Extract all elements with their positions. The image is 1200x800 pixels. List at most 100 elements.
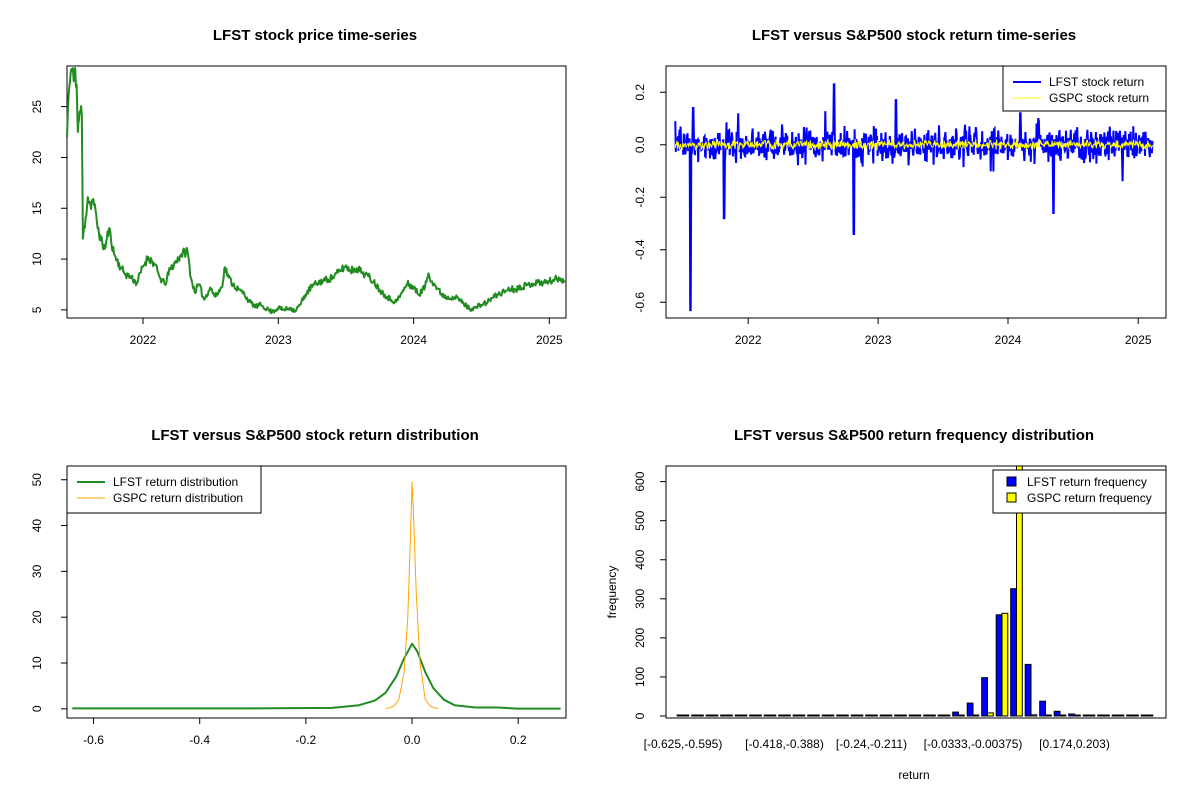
legend-label-gspc: GSPC return frequency — [1027, 491, 1152, 505]
gspc-bar — [1074, 714, 1081, 717]
gspc-bar — [726, 714, 733, 717]
gspc-bar — [972, 714, 980, 717]
y-tick-label: 15 — [30, 201, 44, 215]
lfst-bar — [836, 714, 844, 717]
gspc-bar — [813, 714, 820, 717]
lfst-bar — [1126, 714, 1133, 717]
gspc-bar — [740, 714, 748, 717]
plot-frame — [665, 465, 1167, 719]
gspc-bar — [798, 714, 806, 717]
legend-swatch-gspc — [1006, 492, 1017, 503]
gspc-bar — [1001, 612, 1009, 717]
lfst-bar — [676, 714, 684, 717]
lfst-bar — [1082, 714, 1090, 717]
chart-title: LFST versus S&P500 return frequency dist… — [734, 427, 1094, 444]
chart-title: LFST versus S&P500 stock return distribu… — [151, 427, 479, 444]
price-line — [66, 67, 566, 315]
y-tick-label: -0.4 — [633, 239, 647, 260]
x-tick-label: 2025 — [536, 333, 563, 347]
gspc-bar — [1016, 465, 1023, 717]
lfst-bar — [850, 714, 858, 717]
lfst-bar — [865, 714, 873, 717]
gspc-bar — [1117, 714, 1125, 717]
legend-label-lfst: LFST return distribution — [113, 475, 238, 489]
y-tick-label: 300 — [633, 588, 647, 608]
lfst-bar — [879, 714, 887, 717]
lfst-bar — [705, 714, 713, 717]
y-tick-label: 20 — [30, 610, 44, 624]
x-tick-label: 0.2 — [510, 733, 527, 747]
lfst-bar — [995, 614, 1003, 717]
gspc-bar — [885, 714, 893, 717]
y-tick-label: 400 — [633, 549, 647, 569]
y-tick-label: 50 — [30, 473, 44, 487]
x-tick-label: 2022 — [130, 333, 157, 347]
lfst-bar — [1097, 714, 1104, 717]
legend: LFST return distribution GSPC return dis… — [66, 465, 262, 514]
chart-title: LFST versus S&P500 stock return time-ser… — [752, 27, 1076, 44]
x-tick-label: 2022 — [735, 333, 762, 347]
y-tick-label: 0 — [633, 712, 647, 719]
panel-price-series: LFST stock price time-series 51015202520… — [30, 27, 567, 347]
legend-swatch-lfst — [1006, 476, 1017, 487]
x-tick-label: [-0.0333,-0.00375) — [924, 737, 1023, 751]
gspc-bar — [1132, 714, 1139, 717]
lfst-bar — [1039, 700, 1046, 717]
panel-return-frequency: LFST versus S&P500 return frequency dist… — [605, 427, 1167, 782]
lfst-density-line — [72, 642, 561, 710]
lfst-bar — [1053, 710, 1061, 717]
x-tick-label: 2024 — [995, 333, 1022, 347]
y-tick-label: -0.6 — [633, 292, 647, 313]
gspc-bar — [914, 714, 922, 717]
lfst-bar — [1068, 713, 1075, 717]
x-tick-label: [-0.625,-0.595) — [644, 737, 723, 751]
legend-label-lfst: LFST return frequency — [1027, 475, 1147, 489]
y-tick-label: 5 — [30, 306, 44, 313]
x-tick-label: [0.174,0.203) — [1039, 737, 1110, 751]
lfst-bar — [691, 714, 699, 717]
lfst-bar — [749, 714, 757, 717]
y-axis-label: frequency — [605, 566, 619, 619]
gspc-bar — [711, 714, 719, 717]
gspc-bar — [1045, 714, 1052, 717]
lfst-bar — [1111, 714, 1119, 717]
x-tick-label: -0.6 — [83, 733, 104, 747]
y-tick-label: 20 — [30, 150, 44, 164]
lfst-bar — [966, 702, 974, 717]
legend: LFST stock return GSPC stock return — [1002, 65, 1167, 112]
gspc-bar — [1103, 714, 1110, 717]
gspc-bar — [1146, 714, 1154, 717]
x-tick-label: 2025 — [1125, 333, 1152, 347]
legend-label-lfst: LFST stock return — [1049, 75, 1144, 89]
panel-return-series: LFST versus S&P500 stock return time-ser… — [633, 27, 1167, 347]
y-tick-label: 100 — [633, 667, 647, 687]
gspc-bar — [1088, 714, 1096, 717]
legend-box — [1002, 65, 1167, 112]
gspc-bar — [697, 714, 704, 717]
lfst-bar — [1140, 714, 1148, 717]
y-tick-label: 500 — [633, 510, 647, 530]
lfst-bar — [923, 714, 931, 717]
x-tick-label: [-0.24,-0.211) — [836, 737, 907, 751]
lfst-bar — [894, 714, 902, 717]
gspc-bar — [769, 714, 777, 717]
plot-area: -0.6 -0.4 -0.2 0.0 0.2 2022 2023 2024 2025 — [633, 65, 1167, 347]
plot-frame — [665, 65, 1167, 319]
gspc-bar — [958, 714, 965, 717]
legend-box — [992, 469, 1167, 514]
gspc-bar — [1030, 714, 1038, 717]
gspc-bar — [871, 714, 878, 717]
lfst-bar — [908, 714, 916, 717]
lfst-bar — [807, 714, 815, 717]
y-tick-label: 10 — [30, 252, 44, 266]
gspc-bar — [943, 714, 951, 717]
legend-label-gspc: GSPC stock return — [1049, 91, 1149, 105]
x-tick-label: -0.2 — [296, 733, 317, 747]
plot-area: 0 100 200 300 400 500 600 [-0.625,-0.595) [-0.41… — [633, 465, 1167, 751]
x-tick-label: 2023 — [865, 333, 892, 347]
legend-box — [66, 465, 262, 514]
x-tick-label: 2023 — [265, 333, 292, 347]
lfst-bar — [981, 677, 989, 717]
y-tick-label: 25 — [30, 100, 44, 114]
x-tick-label: [-0.418,-0.388) — [745, 737, 824, 751]
